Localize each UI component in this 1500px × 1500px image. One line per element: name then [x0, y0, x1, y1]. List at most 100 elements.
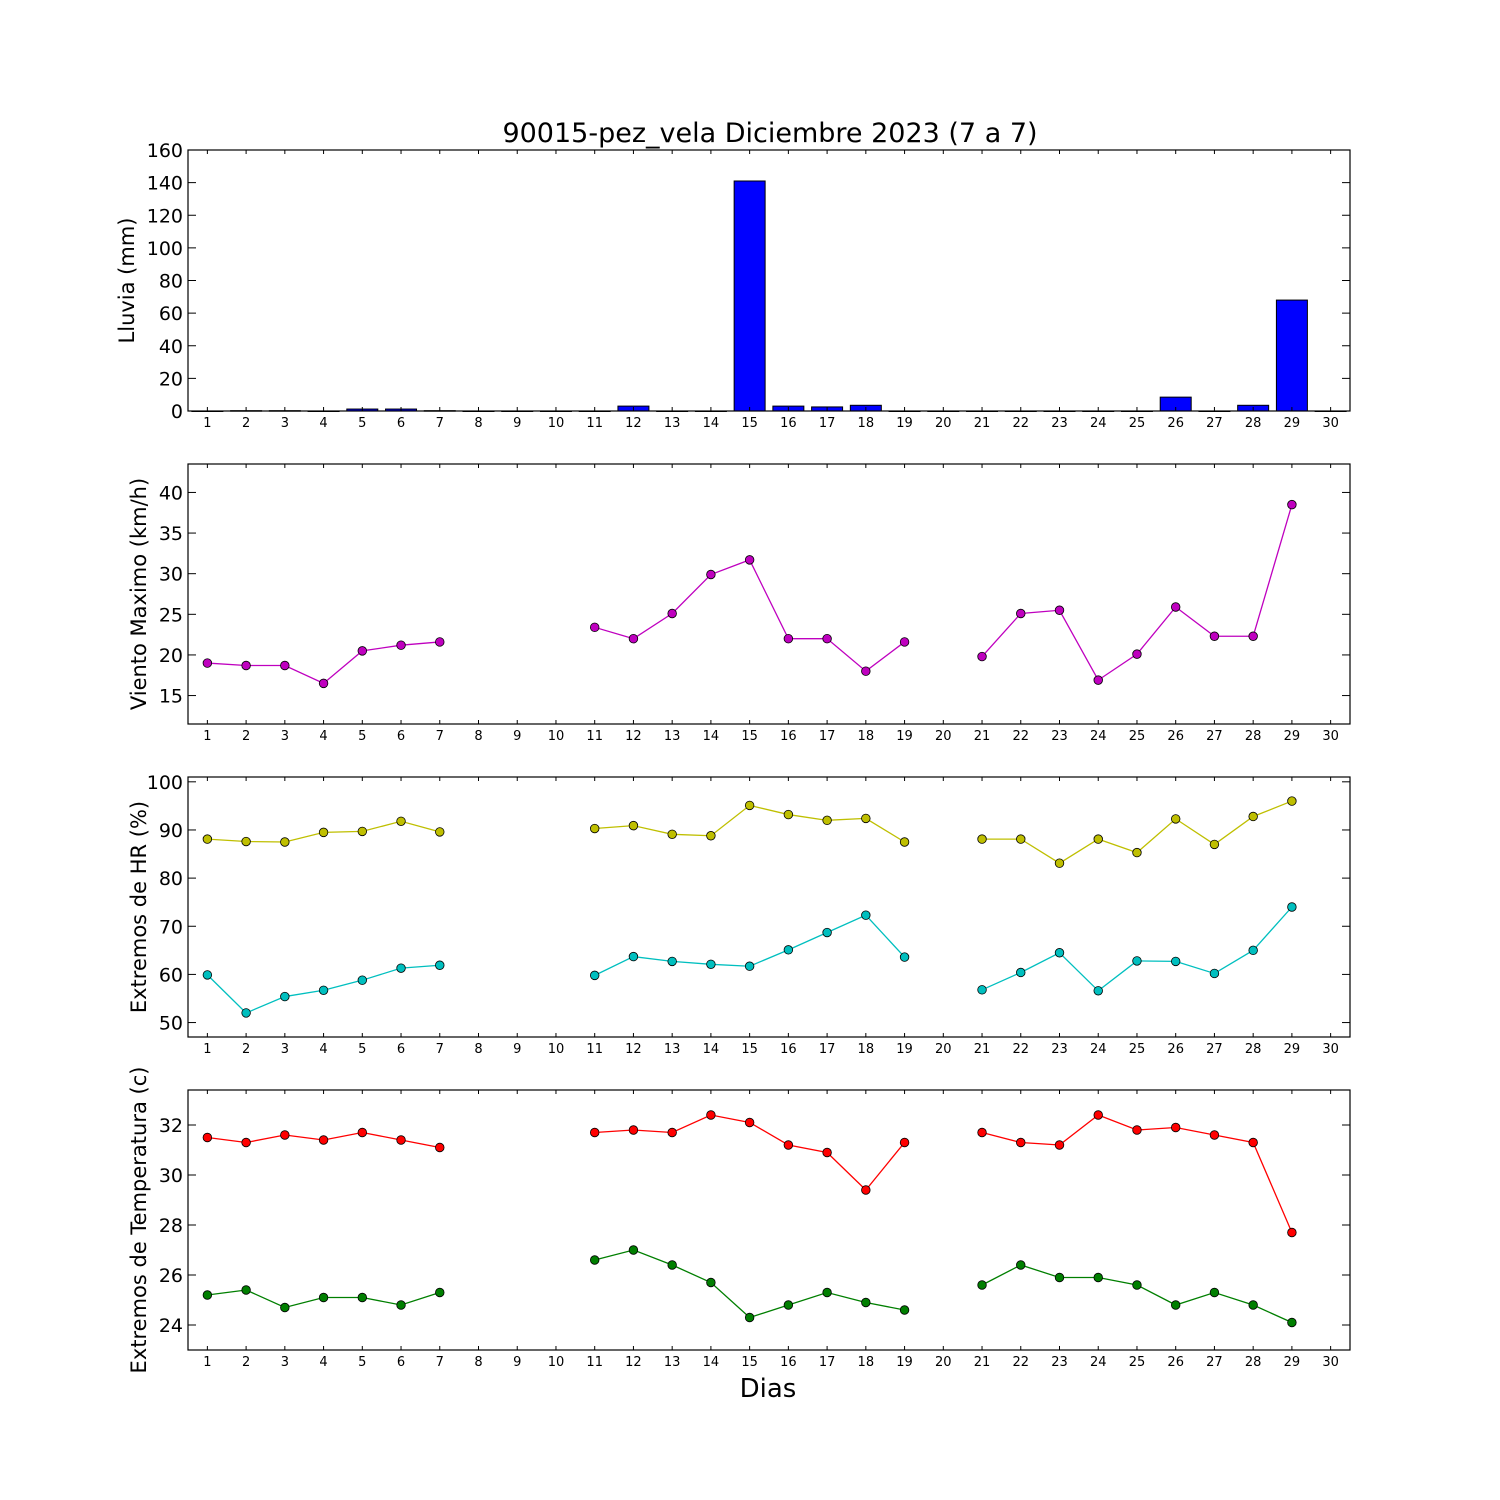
series-0-point-day-16 — [783, 809, 794, 820]
series-0-point-day-14 — [706, 1110, 716, 1120]
x-tick-label: 14 — [703, 1355, 720, 1370]
x-tick-label: 1 — [203, 416, 211, 431]
series-1-point-day-15 — [744, 1312, 755, 1323]
x-tick-label: 7 — [436, 729, 444, 744]
x-tick-label: 2 — [242, 416, 250, 431]
series-1-point-day-16 — [783, 945, 794, 955]
x-tick-label: 19 — [896, 416, 913, 431]
series-0-point-day-3 — [280, 1130, 290, 1140]
series-1-point-day-21 — [977, 985, 987, 995]
x-tick-label: 17 — [819, 729, 836, 744]
x-tick-label: 13 — [664, 1355, 681, 1370]
x-tick-label: 4 — [319, 729, 327, 744]
x-tick-label: 16 — [780, 729, 797, 744]
x-tick-label: 7 — [436, 1355, 444, 1370]
series-1-point-day-18 — [861, 1297, 871, 1308]
series-0-point-day-2 — [241, 1137, 251, 1148]
x-tick-label: 20 — [935, 1355, 952, 1370]
x-tick-label: 11 — [586, 729, 603, 744]
series-0-point-day-5 — [357, 646, 368, 656]
series-1-point-day-4 — [318, 985, 329, 995]
x-tick-label: 16 — [780, 1355, 797, 1370]
series-0-point-day-11 — [590, 1127, 600, 1138]
series-1-point-day-16 — [783, 1300, 794, 1310]
x-tick-label: 20 — [935, 1042, 952, 1057]
x-tick-label: 26 — [1167, 1355, 1184, 1370]
y-tick-label: 15 — [159, 686, 183, 708]
series-1-point-day-26 — [1170, 956, 1181, 967]
x-tick-label: 18 — [858, 416, 875, 431]
x-tick-label: 29 — [1284, 1355, 1301, 1370]
y-tick-label: 32 — [159, 1115, 183, 1137]
x-tick-label: 12 — [625, 1042, 642, 1057]
x-tick-label: 27 — [1206, 1355, 1223, 1370]
series-0-point-day-27 — [1209, 839, 1220, 850]
x-tick-label: 1 — [203, 1355, 211, 1370]
x-tick-label: 6 — [397, 729, 405, 744]
bar-day-29 — [1275, 299, 1308, 412]
series-0-point-day-29 — [1287, 796, 1297, 806]
series-0-point-day-12 — [628, 1125, 639, 1135]
x-tick-label: 28 — [1245, 416, 1262, 431]
series-0-point-day-1 — [202, 658, 213, 668]
series-1-point-day-3 — [280, 991, 290, 1002]
y-axis-label: Extremos de Temperatura (c) — [127, 1067, 151, 1374]
series-0-point-day-3 — [280, 660, 290, 671]
series-0-point-day-28 — [1248, 811, 1258, 822]
panel-frame — [187, 1089, 1351, 1351]
x-tick-label: 24 — [1090, 1042, 1107, 1057]
x-tick-label: 27 — [1206, 416, 1223, 431]
series-0-point-day-14 — [706, 831, 716, 841]
x-tick-label: 6 — [397, 416, 405, 431]
series-1-point-day-21 — [977, 1280, 987, 1290]
x-tick-label: 29 — [1284, 1042, 1301, 1057]
x-tick-label: 28 — [1245, 1042, 1262, 1057]
x-tick-label: 3 — [281, 1042, 289, 1057]
x-tick-label: 8 — [474, 729, 482, 744]
series-0-point-day-25 — [1132, 1125, 1142, 1135]
x-tick-label: 24 — [1090, 1355, 1107, 1370]
x-tick-label: 10 — [548, 416, 565, 431]
x-tick-label: 1 — [203, 1042, 211, 1057]
x-tick-label: 22 — [1012, 416, 1029, 431]
series-0-point-day-21 — [977, 651, 987, 662]
series-0-point-day-27 — [1209, 631, 1220, 641]
series-0-point-day-12 — [628, 820, 639, 831]
series-0-point-day-15 — [744, 1117, 755, 1128]
series-0-point-day-17 — [822, 633, 832, 644]
series-1-point-day-24 — [1093, 986, 1103, 996]
x-tick-label: 22 — [1012, 729, 1029, 744]
series-0-point-day-28 — [1248, 1137, 1258, 1148]
x-tick-label: 13 — [664, 729, 681, 744]
series-0-point-day-27 — [1209, 1130, 1220, 1140]
series-0-point-day-26 — [1170, 814, 1181, 824]
x-tick-label: 9 — [513, 729, 521, 744]
x-tick-label: 12 — [625, 1355, 642, 1370]
bar-day-15 — [733, 180, 766, 412]
x-tick-label: 8 — [474, 1042, 482, 1057]
x-tick-label: 22 — [1012, 1355, 1029, 1370]
series-0-point-day-29 — [1287, 499, 1297, 510]
x-tick-label: 4 — [319, 1042, 327, 1057]
series-0-point-day-14 — [706, 569, 716, 580]
series-1-point-day-1 — [202, 1290, 213, 1300]
x-tick-label: 9 — [513, 1355, 521, 1370]
y-tick-label: 26 — [159, 1265, 183, 1287]
x-tick-label: 12 — [625, 416, 642, 431]
x-tick-label: 18 — [858, 1042, 875, 1057]
series-0-point-day-7 — [435, 1142, 445, 1153]
series-0-point-day-2 — [241, 660, 251, 671]
series-0-point-day-26 — [1170, 1122, 1181, 1133]
x-tick-label: 21 — [974, 1042, 991, 1057]
series-1-point-day-27 — [1209, 968, 1220, 979]
series-0-point-day-4 — [318, 678, 329, 689]
series-1-point-day-29 — [1287, 902, 1297, 912]
series-0-point-day-16 — [783, 633, 794, 644]
x-tick-label: 29 — [1284, 416, 1301, 431]
x-tick-label: 15 — [741, 1355, 758, 1370]
series-0-point-day-6 — [396, 1135, 406, 1145]
series-0-point-day-15 — [744, 555, 755, 565]
y-tick-label: 60 — [159, 303, 183, 325]
series-0-point-day-26 — [1170, 602, 1181, 612]
x-tick-label: 8 — [474, 1355, 482, 1370]
